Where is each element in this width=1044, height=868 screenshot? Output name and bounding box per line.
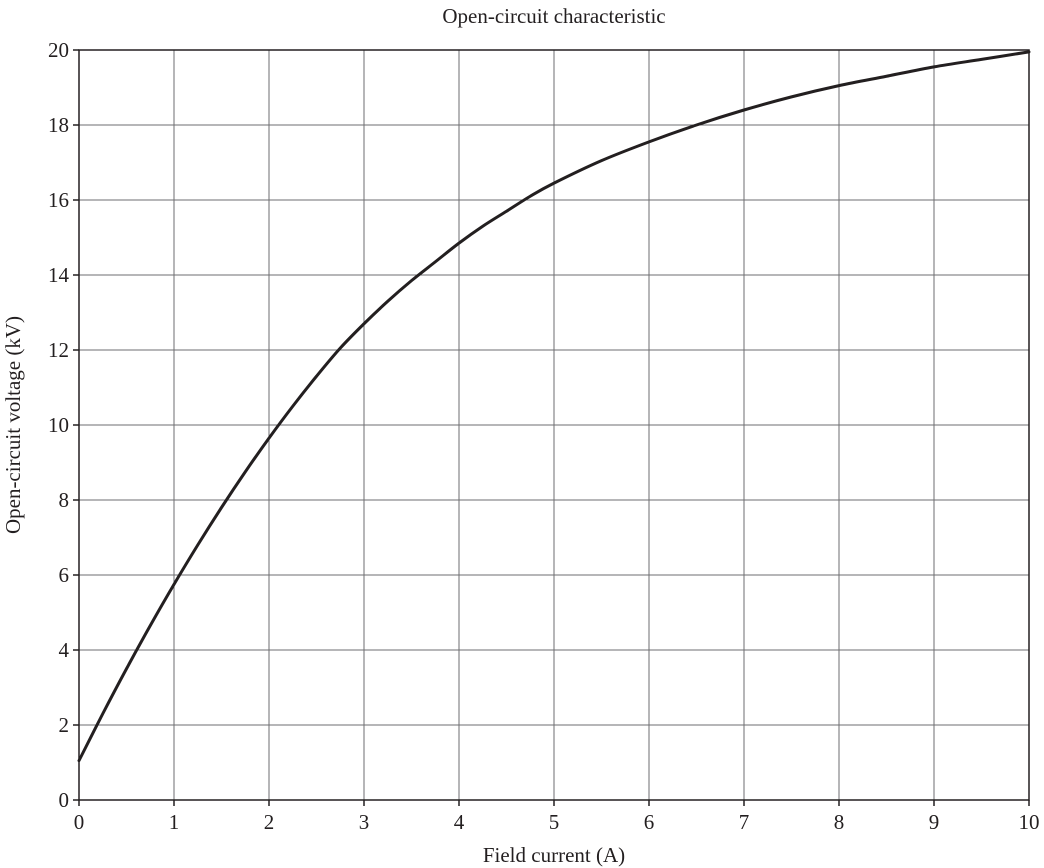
x-tick-label: 9 xyxy=(929,810,940,834)
y-tick-label: 0 xyxy=(59,788,70,812)
x-tick-label: 10 xyxy=(1019,810,1040,834)
y-tick-label: 2 xyxy=(59,713,70,737)
x-tick-labels: 0 1 2 3 4 5 6 7 8 9 10 xyxy=(74,810,1040,834)
y-tick-labels: 0 2 4 6 8 10 12 14 16 18 20 xyxy=(48,38,70,812)
x-axis-label: Field current (A) xyxy=(483,843,625,867)
grid xyxy=(78,49,1030,801)
y-tick-label: 16 xyxy=(48,188,69,212)
x-tick-label: 1 xyxy=(169,810,180,834)
y-tick-label: 18 xyxy=(48,113,69,137)
tick-marks xyxy=(73,49,1030,806)
y-tick-label: 8 xyxy=(59,488,70,512)
x-tick-label: 3 xyxy=(359,810,370,834)
x-tick-label: 7 xyxy=(739,810,750,834)
y-tick-label: 20 xyxy=(48,38,69,62)
x-tick-label: 6 xyxy=(644,810,655,834)
series-line xyxy=(77,50,1031,763)
x-tick-label: 0 xyxy=(74,810,85,834)
y-tick-label: 4 xyxy=(59,638,70,662)
y-tick-label: 10 xyxy=(48,413,69,437)
y-axis-label: Open-circuit voltage (kV) xyxy=(1,316,25,534)
x-tick-label: 8 xyxy=(834,810,845,834)
y-tick-label: 6 xyxy=(59,563,70,587)
y-tick-label: 12 xyxy=(48,338,69,362)
x-tick-label: 2 xyxy=(264,810,275,834)
chart-title: Open-circuit characteristic xyxy=(442,4,665,28)
x-tick-label: 5 xyxy=(549,810,560,834)
y-tick-label: 14 xyxy=(48,263,70,287)
x-tick-label: 4 xyxy=(454,810,465,834)
